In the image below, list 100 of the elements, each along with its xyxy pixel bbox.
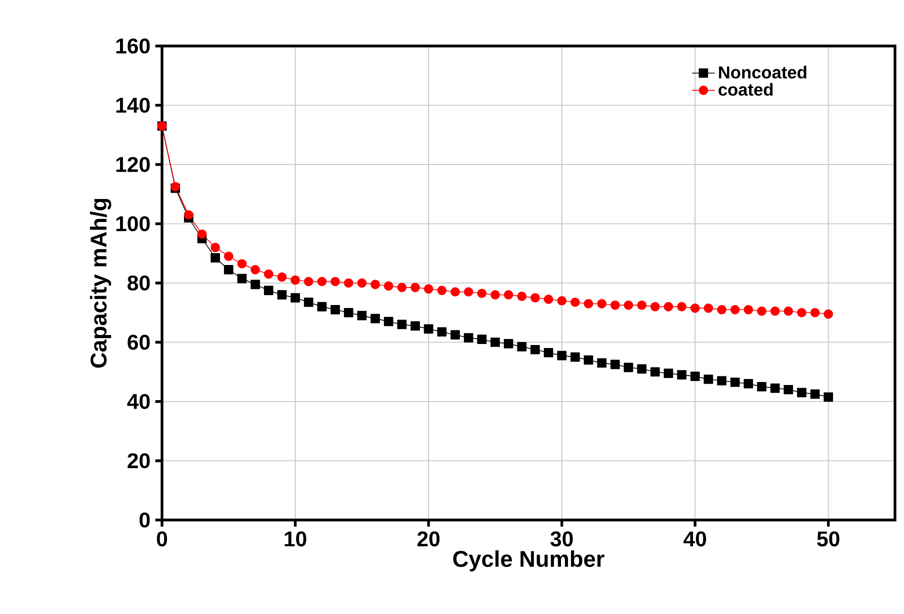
point — [224, 252, 234, 261]
y-tick-label: 140 — [116, 98, 150, 113]
point — [610, 300, 620, 310]
point — [744, 304, 754, 314]
point — [237, 259, 247, 268]
point — [650, 367, 660, 377]
x-tick-label: 20 — [417, 531, 440, 546]
point — [370, 280, 380, 290]
point — [250, 280, 260, 290]
point — [437, 286, 447, 296]
point — [224, 264, 234, 274]
point — [544, 348, 554, 358]
point — [530, 293, 540, 302]
point — [717, 376, 726, 386]
point — [330, 304, 340, 314]
point — [784, 384, 794, 394]
point — [664, 368, 674, 378]
x-axis-title: Cycle Number — [453, 550, 604, 572]
y-axis-title: Capacity mAh/g — [90, 198, 112, 368]
point — [757, 382, 766, 392]
point — [504, 339, 514, 348]
x-tick-label: 50 — [817, 531, 840, 546]
point — [570, 298, 580, 307]
point — [824, 309, 834, 319]
point — [744, 379, 754, 388]
point — [544, 294, 554, 304]
point — [757, 306, 766, 316]
x-tick-label: 30 — [550, 531, 573, 546]
point — [597, 358, 606, 368]
point — [210, 253, 220, 262]
point — [464, 333, 474, 342]
point — [530, 344, 540, 354]
point — [237, 274, 247, 284]
point — [637, 300, 646, 310]
point — [450, 330, 460, 340]
point — [704, 304, 714, 313]
point — [624, 362, 634, 372]
point — [290, 275, 300, 285]
point — [770, 383, 780, 393]
point — [584, 299, 594, 308]
point — [490, 290, 500, 300]
point — [770, 306, 780, 316]
point — [557, 350, 566, 360]
point — [637, 364, 646, 374]
point — [304, 276, 314, 286]
y-tick-label: 100 — [116, 216, 150, 232]
point — [597, 299, 606, 308]
point — [784, 306, 794, 316]
y-tick-label: 40 — [127, 394, 150, 410]
point — [824, 392, 834, 402]
point — [730, 304, 740, 314]
point — [584, 355, 594, 365]
point — [424, 284, 434, 294]
legend-label: Noncoated — [719, 66, 806, 79]
point — [370, 314, 380, 324]
y-tick-label: 60 — [128, 334, 150, 350]
point — [557, 296, 566, 306]
point — [464, 287, 474, 297]
point — [277, 290, 287, 300]
point — [517, 292, 526, 301]
point — [797, 308, 806, 318]
point — [344, 308, 354, 318]
point — [730, 378, 740, 387]
point — [264, 269, 274, 279]
point — [450, 287, 460, 297]
point — [317, 276, 327, 286]
x-tick-label: 40 — [684, 531, 706, 546]
point — [677, 370, 686, 380]
x-tick-label: 0 — [156, 531, 168, 546]
point — [717, 304, 726, 314]
point — [210, 242, 220, 252]
point — [184, 210, 194, 220]
point — [677, 302, 686, 312]
point — [477, 334, 487, 344]
point — [290, 293, 300, 302]
point — [330, 276, 340, 286]
point — [384, 281, 394, 291]
point — [197, 229, 207, 239]
point — [704, 374, 714, 384]
y-tick-label: 160 — [116, 38, 150, 54]
point — [664, 302, 674, 312]
point — [317, 302, 327, 312]
point — [624, 300, 634, 310]
y-tick-label: 120 — [116, 156, 150, 172]
point — [690, 372, 700, 381]
point — [397, 282, 407, 292]
point — [610, 360, 620, 370]
point — [357, 278, 367, 288]
point — [304, 298, 314, 307]
x-tick-label: 10 — [284, 531, 306, 546]
point — [517, 342, 526, 352]
point — [384, 316, 394, 326]
point — [650, 302, 660, 312]
point — [277, 272, 287, 282]
point — [490, 338, 500, 347]
point — [570, 352, 580, 362]
point — [250, 264, 260, 274]
point — [264, 286, 274, 296]
point — [397, 320, 407, 330]
point — [797, 388, 806, 398]
